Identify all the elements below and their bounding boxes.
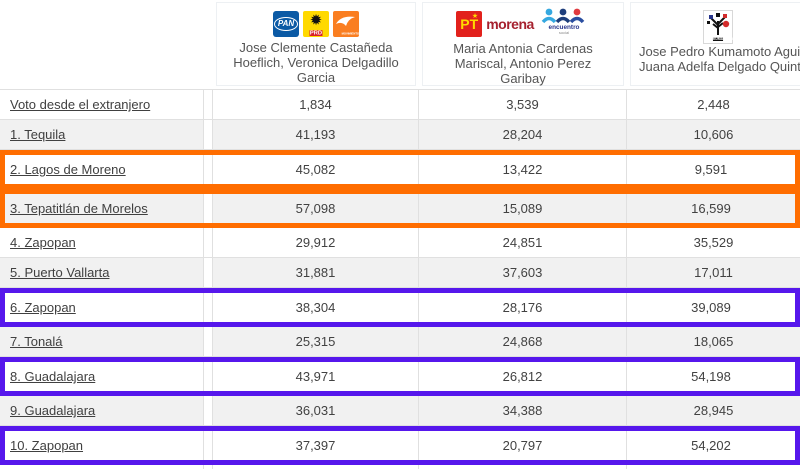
- table-row-highlight-purple: 10. Zapopan 37,397 20,797 54,202: [0, 426, 800, 465]
- candidate-3-name: Jose Pedro Kumamoto Aguil Juana Adelfa D…: [639, 44, 800, 74]
- table-header: PAN ✹ PRD MOVIMIENTO CIUDADANO Jose Clem: [0, 0, 800, 90]
- pan-logo-icon: PAN: [273, 10, 299, 37]
- pt-logo-label: PT: [460, 16, 479, 32]
- vote-count: 37,603: [419, 258, 627, 287]
- candidate-header-2: PT ★ morena encuentro: [422, 2, 624, 86]
- vote-count: 35,529: [693, 235, 734, 250]
- vote-count: 37,397: [213, 431, 419, 460]
- table-row-highlight-purple: 6. Zapopan 38,304 28,176 39,089: [0, 288, 800, 327]
- district-link[interactable]: 7. Tonalá: [10, 334, 63, 349]
- district-link[interactable]: 3. Tepatitlán de Morelos: [10, 201, 148, 216]
- vote-count: 57,098: [213, 194, 419, 223]
- column-gap: [204, 120, 213, 149]
- table-row: 7. Tonalá 25,315 24,868 18,065: [0, 327, 800, 357]
- district-link[interactable]: 4. Zapopan: [10, 235, 76, 250]
- vote-count: 20,797: [419, 431, 627, 460]
- vote-count: 28,204: [419, 120, 627, 149]
- mc-logo-label: MOVIMIENTO CIUDADANO: [341, 31, 359, 35]
- column-gap: [204, 155, 213, 184]
- vote-count: 16,599: [691, 201, 731, 216]
- corner-cell: [0, 0, 204, 89]
- column-gap: [204, 194, 213, 223]
- pan-logo-label: PAN: [273, 16, 299, 31]
- table-row-highlight-purple: 8. Guadalajara 43,971 26,812 54,198: [0, 357, 800, 396]
- prd-logo-icon: ✹ PRD: [303, 10, 329, 37]
- vote-count: 24,851: [419, 228, 627, 257]
- table-row: 4. Zapopan 29,912 24,851 35,529: [0, 228, 800, 258]
- table-row: Voto desde el extranjero 1,834 3,539 2,4…: [0, 90, 800, 120]
- district-link[interactable]: 6. Zapopan: [10, 300, 76, 315]
- table-row: 1. Tequila 41,193 28,204 10,606: [0, 120, 800, 150]
- vote-count: 34,388: [419, 396, 627, 425]
- vote-count: 36,031: [213, 396, 419, 425]
- encuentro-logo-label: encuentro: [548, 23, 580, 31]
- morena-logo-icon: morena: [486, 16, 534, 32]
- encuentro-social-logo-icon: encuentro social: [538, 8, 590, 40]
- column-gap: [204, 293, 213, 322]
- vote-count: 1,834: [213, 90, 419, 119]
- district-link[interactable]: 10. Zapopan: [10, 438, 84, 453]
- vote-count: 24,868: [419, 327, 627, 356]
- mc-eagle-icon: [336, 16, 355, 26]
- candidate-1-name: Jose Clemente Castañeda Hoeflich, Veroni…: [233, 40, 399, 85]
- table-row: 5. Puerto Vallarta 31,881 37,603 17,011: [0, 258, 800, 288]
- column-gap: [204, 396, 213, 425]
- vote-count: 54,198: [691, 369, 731, 384]
- vote-count: 13,422: [419, 155, 627, 184]
- vote-count: 39,089: [691, 300, 731, 315]
- vote-count: 43,971: [213, 362, 419, 391]
- table-row-partial: [0, 465, 800, 469]
- vote-count: 45,082: [213, 155, 419, 184]
- kumamoto-logo-label: KUMAMOTO: [712, 37, 734, 41]
- district-link[interactable]: 2. Lagos de Moreno: [10, 162, 126, 177]
- prd-logo-label: PRD: [309, 29, 323, 36]
- vote-count: 38,304: [213, 293, 419, 322]
- pt-star-icon: ★: [471, 13, 479, 20]
- vote-count: 31,881: [213, 258, 419, 287]
- kumamoto-tree-icon: [707, 13, 730, 35]
- district-link[interactable]: 9. Guadalajara: [10, 403, 96, 418]
- vote-count: 17,011: [694, 265, 733, 280]
- vote-count: 2,448: [697, 97, 730, 112]
- encuentro-figures-icon: [541, 8, 585, 24]
- vote-count: 9,591: [694, 162, 728, 177]
- encuentro-social-label: social: [558, 30, 569, 35]
- vote-count: 26,812: [419, 362, 627, 391]
- vote-count: 28,945: [693, 403, 734, 418]
- vote-count: 41,193: [213, 120, 419, 149]
- column-gap: [204, 228, 213, 257]
- column-gap: [204, 90, 213, 119]
- district-link[interactable]: 8. Guadalajara: [10, 369, 96, 384]
- column-gap: [204, 258, 213, 287]
- district-link[interactable]: 1. Tequila: [10, 127, 66, 142]
- vote-count: 25,315: [213, 327, 419, 356]
- vote-count: 29,912: [213, 228, 419, 257]
- pt-logo-icon: PT ★: [456, 11, 483, 37]
- movimiento-ciudadano-logo-icon: MOVIMIENTO CIUDADANO: [333, 10, 359, 37]
- vote-count: 28,176: [419, 293, 627, 322]
- column-gap: [204, 431, 213, 460]
- district-link[interactable]: Voto desde el extranjero: [10, 97, 151, 112]
- column-gap: [204, 327, 213, 356]
- vote-count: 3,539: [419, 90, 627, 119]
- vote-count: 10,606: [693, 127, 734, 142]
- vote-count: 15,089: [419, 194, 627, 223]
- vote-count: 18,065: [693, 334, 734, 349]
- district-link[interactable]: 5. Puerto Vallarta: [10, 265, 110, 280]
- prd-sun-icon: ✹: [309, 11, 323, 29]
- vote-count: 54,202: [691, 438, 731, 453]
- candidate-header-3: KUMAMOTO Jose Pedro Kumamoto Aguil Juana…: [630, 2, 800, 86]
- column-gap: [204, 465, 213, 469]
- column-gap: [204, 362, 213, 391]
- table-row-highlight-orange: 3. Tepatitlán de Morelos 57,098 15,089 1…: [0, 189, 800, 228]
- table-row: 9. Guadalajara 36,031 34,388 28,945: [0, 396, 800, 426]
- candidate-2-name: Maria Antonia Cardenas Mariscal, Antonio…: [453, 41, 593, 86]
- kumamoto-logo-icon: KUMAMOTO: [703, 10, 733, 44]
- table-row-highlight-orange: 2. Lagos de Moreno 45,082 13,422 9,591: [0, 150, 800, 189]
- column-gap: [204, 0, 213, 89]
- candidate-header-1: PAN ✹ PRD MOVIMIENTO CIUDADANO Jose Clem: [216, 2, 416, 86]
